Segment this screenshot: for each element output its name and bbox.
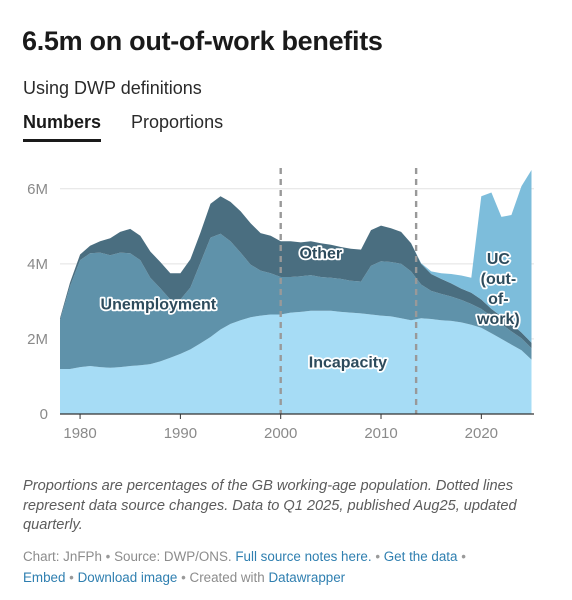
- area-label-incapacity: Incapacity: [309, 354, 387, 371]
- download-image-link[interactable]: Download image: [77, 569, 178, 585]
- created-with-text: Created with: [189, 569, 265, 585]
- x-tick-label: 2010: [364, 425, 397, 442]
- x-tick-label: 1990: [164, 425, 197, 442]
- datawrapper-link[interactable]: Datawrapper: [268, 569, 346, 585]
- area-other: [60, 196, 532, 349]
- chart-credit: Chart: JnFPh: [23, 549, 102, 564]
- x-tick-label: 2020: [465, 425, 498, 442]
- footer-separator: •: [105, 549, 111, 564]
- tab-proportions[interactable]: Proportions: [131, 112, 224, 132]
- source-notes-link[interactable]: Full source notes here.: [235, 549, 372, 564]
- area-label-other: Other: [299, 246, 342, 263]
- x-tick-label: 1980: [63, 425, 96, 442]
- area-unemployment: [60, 233, 532, 369]
- footer-separator: •: [69, 569, 74, 585]
- chart-title: 6.5m on out-of-work benefits: [22, 26, 383, 56]
- footer-separator: •: [181, 569, 186, 585]
- footer-separator: •: [375, 549, 381, 564]
- get-data-link[interactable]: Get the data: [383, 549, 458, 564]
- source-text: Source: DWP/ONS.: [114, 549, 232, 564]
- x-tick-label: 2000: [264, 425, 297, 442]
- chart-footer: Chart: JnFPh • Source: DWP/ONS. Full sou…: [23, 547, 553, 588]
- y-tick-label: 4M: [27, 256, 48, 273]
- area-label-unemployment: Unemployment: [101, 297, 217, 314]
- chart-notes: Proportions are percentages of the GB wo…: [23, 478, 517, 533]
- tab-numbers[interactable]: Numbers: [23, 112, 102, 142]
- embed-link[interactable]: Embed: [23, 569, 66, 585]
- footer-separator: •: [461, 549, 466, 564]
- y-tick-label: 2M: [27, 331, 48, 348]
- area-incapacity: [60, 310, 532, 414]
- y-tick-label: 0: [40, 406, 48, 423]
- area-label-uc: UC (out-of-work): [476, 251, 520, 328]
- view-tabs: Numbers Proportions: [23, 112, 223, 142]
- chart-subtitle: Using DWP definitions: [23, 78, 202, 98]
- y-tick-label: 6M: [27, 181, 48, 198]
- stacked-area-chart: 0 2M 4M 6M 1980 1990 2000 2010 2020 Unemployment O…: [27, 168, 534, 442]
